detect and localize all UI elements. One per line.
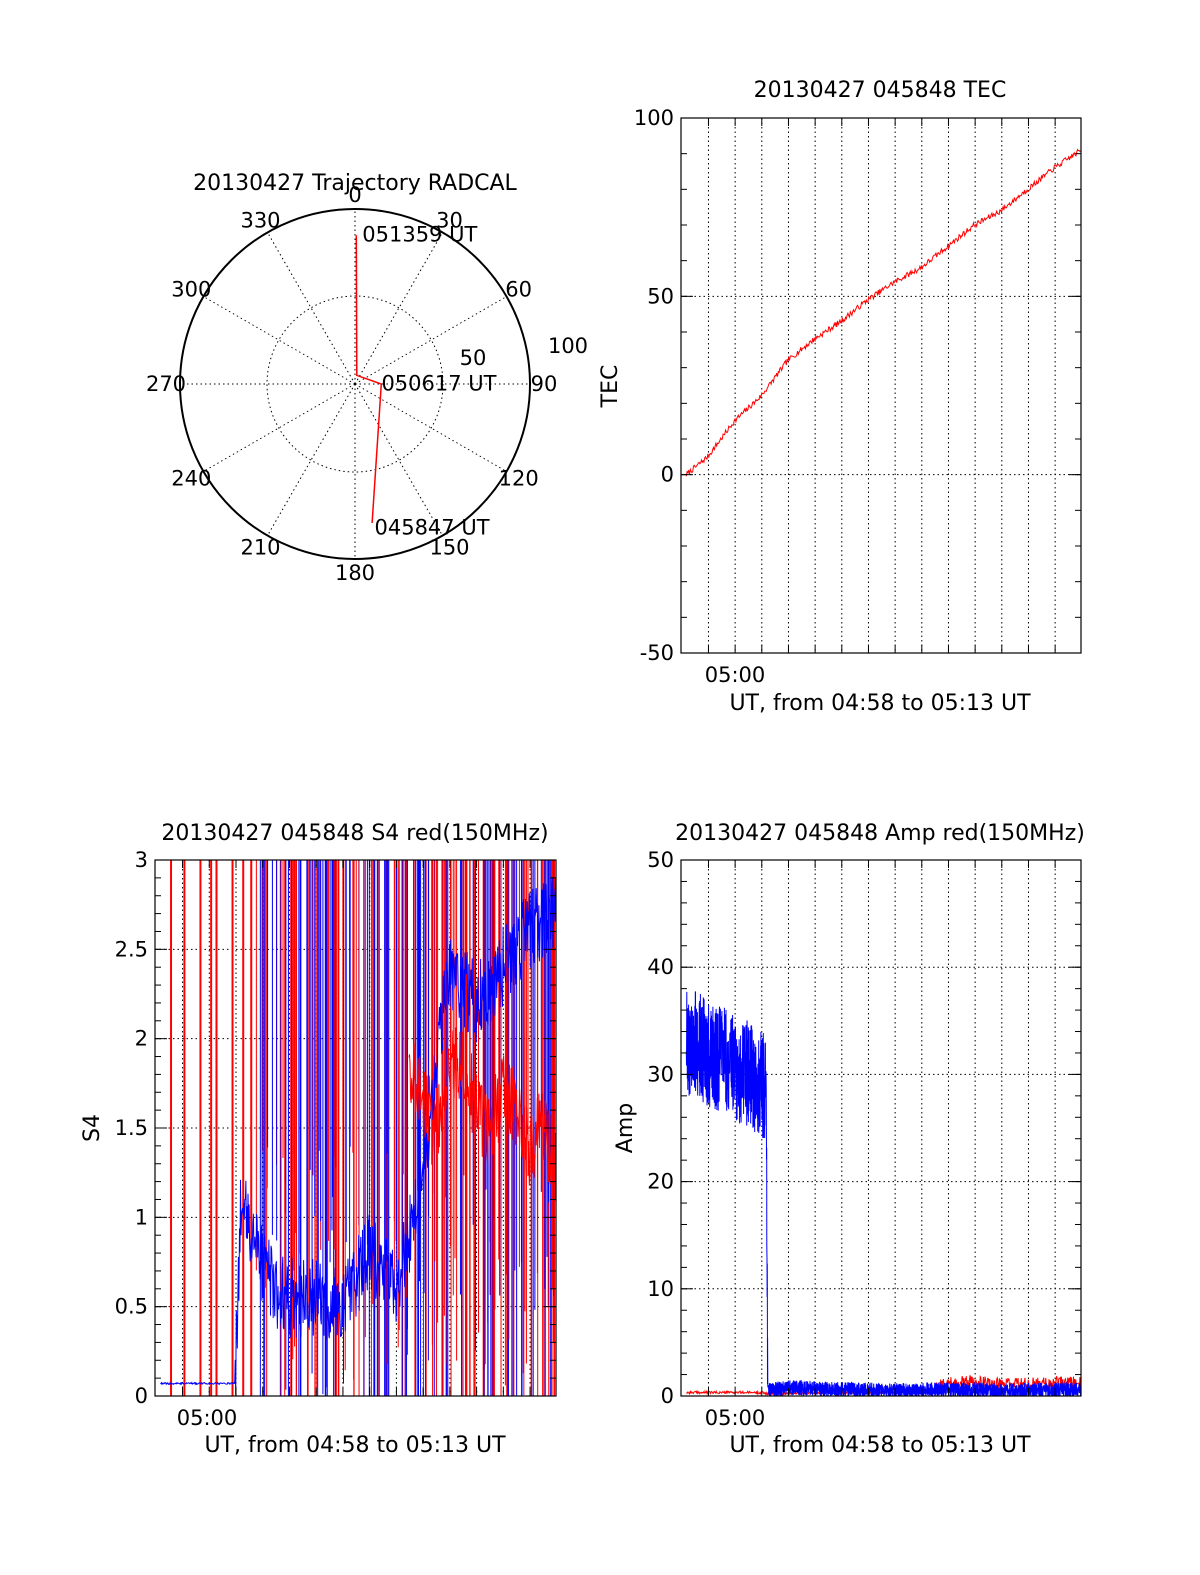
trajectory-time-label: 050617 UT [381,371,496,395]
amp-y-tick-label: 50 [647,848,674,872]
polar-radial-labels: 50 100 [460,334,588,370]
polar-angle-label: 180 [335,561,375,585]
s4-x-tick-label: 05:00 [177,1406,238,1430]
polar-angle-label: 330 [240,208,280,232]
s4-y-tick-label: 0.5 [115,1295,148,1319]
polar-angle-label: 0 [348,183,361,207]
polar-angle-label: 240 [171,467,211,491]
tec-y-tick-label: -50 [640,641,674,665]
tec-y-tick-label: 50 [647,284,674,308]
s4-series [160,877,556,1396]
polar-angle-label: 120 [499,467,539,491]
amp-x-tick-label: 05:00 [705,1406,766,1430]
tec-y-tick-label: 100 [634,106,674,130]
polar-angle-label: 210 [240,536,280,560]
polar-grid [180,209,530,559]
amp-y-tick-label: 30 [647,1062,674,1086]
trajectory-polar-plot: 20130427 Trajectory RADCAL 0 30 60 90 120 150… [146,171,588,585]
polar-grid-circle-50 [266,295,444,473]
amp-x-axis-label: UT, from 04:58 to 05:13 UT [729,1433,1031,1458]
tec-y-tick-label: 0 [661,463,674,487]
polar-angle-label: 300 [171,278,211,302]
s4-frame [154,859,557,1397]
s4-title: 20130427 045848 S4 red(150MHz) [161,821,548,846]
trajectory-time-annotations: 051359 UT 050617 UT 045847 UT [362,223,496,540]
tec-frame [680,117,1082,654]
amp-plot: 20130427 045848 Amp red(150MHz) 0 10 20 30 4… [613,821,1085,1458]
trajectory-time-label: 045847 UT [374,515,489,539]
polar-grid-spoke [203,296,356,385]
amp-title: 20130427 045848 Amp red(150MHz) [675,821,1085,846]
s4-x-axis-label: UT, from 04:58 to 05:13 UT [204,1433,506,1458]
tec-line [685,148,1081,477]
s4-y-tick-label: 2 [135,1027,148,1051]
s4-ticks: 0 0.5 1 1.5 2 2.5 3 [115,848,556,1408]
amp-ticks: 0 10 20 30 40 50 [647,848,1081,1408]
polar-angle-label: 270 [146,372,186,396]
polar-angle-labels: 0 30 60 90 120 150 180 210 240 270 300 330 [146,183,557,585]
amp-y-axis-label: Amp [613,1103,638,1153]
amp-y-tick-label: 0 [661,1384,674,1408]
tec-ticks: -50 0 50 100 [634,106,1081,665]
polar-grid-spoke [267,232,356,385]
tec-y-axis-label: TEC [598,365,623,409]
trajectory-line [355,235,383,524]
trajectory-title: 20130427 Trajectory RADCAL [193,171,517,196]
amp-y-tick-label: 40 [647,955,674,979]
tec-grid [681,118,1081,653]
s4-plot: 20130427 045848 S4 red(150MHz) 0 0.5 1 1.5 2… [80,821,557,1458]
s4-y-axis-label: S4 [80,1114,105,1142]
amp-y-tick-label: 20 [647,1170,674,1194]
polar-grid-spoke [267,383,356,536]
s4-y-tick-label: 1 [135,1205,148,1229]
s4-series-line [408,1027,556,1201]
trajectory-track [355,235,383,524]
tec-title: 20130427 045848 TEC [754,78,1007,103]
polar-angle-label: 30 [436,208,463,232]
s4-y-tick-label: 0 [135,1384,148,1408]
s4-y-tick-label: 1.5 [115,1116,148,1140]
s4-y-tick-label: 3 [135,848,148,872]
tec-x-axis-label: UT, from 04:58 to 05:13 UT [729,691,1031,716]
polar-angle-label: 90 [531,372,558,396]
amp-grid [681,860,1081,1396]
polar-angle-label: 60 [505,278,532,302]
tec-series [685,148,1081,477]
polar-grid-spoke [354,383,443,536]
amp-y-tick-label: 10 [647,1277,674,1301]
s4-y-tick-label: 2.5 [115,937,148,961]
amp-frame [680,859,1082,1397]
s4-series-line [160,877,556,1396]
polar-outer-circle [179,208,531,560]
tec-x-tick-label: 05:00 [705,663,766,687]
amp-blue-line [685,991,1082,1398]
polar-radial-label: 50 [460,346,487,370]
amp-series [685,991,1082,1398]
polar-radial-label: 100 [548,334,588,358]
trajectory-time-label: 051359 UT [362,223,477,247]
polar-angle-label: 150 [429,536,469,560]
